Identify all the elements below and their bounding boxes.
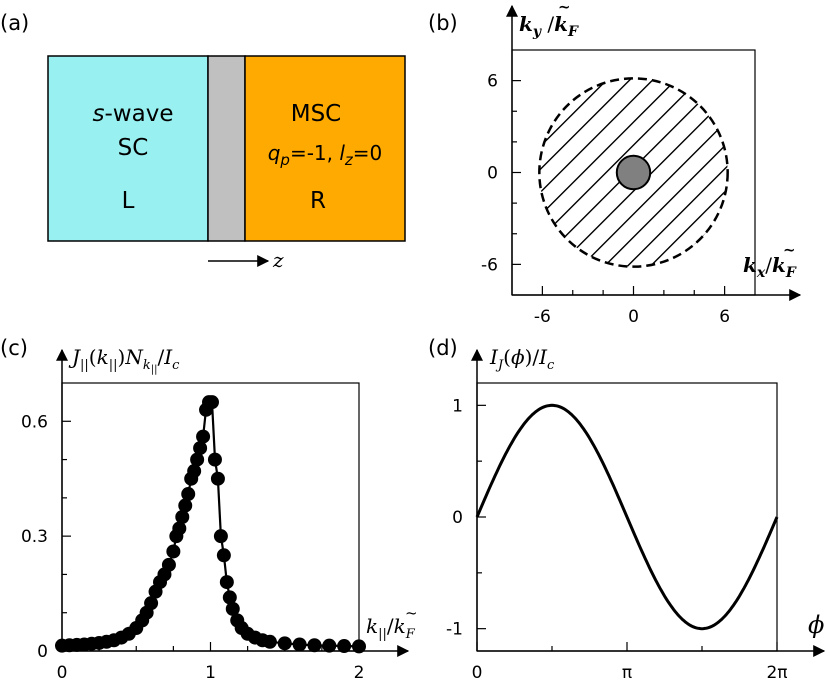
- panel-d: (d) 0 π 2π -1 0 1 IJ(ϕ)/Ic ϕ: [428, 336, 826, 683]
- hatch-line: [718, 78, 728, 267]
- hatch-line: [649, 78, 728, 267]
- ky-tilde: ~: [558, 0, 571, 16]
- d-x-axis-label: ϕ: [808, 611, 824, 639]
- d-x-tick-label: π: [622, 663, 632, 683]
- hatch-line: [539, 78, 655, 267]
- b-y-tick-label: 0: [487, 164, 498, 184]
- c-x-axis-label: k||/kF: [366, 614, 416, 642]
- panel-c-frame: [61, 382, 360, 652]
- panel-a: (a) s-wave SC L MSC qp=-1, lz=0 R z: [0, 11, 406, 272]
- panel-a-label: (a): [0, 11, 29, 35]
- data-point: [352, 639, 366, 654]
- hatch-line: [672, 78, 728, 267]
- c-y-tick-label: 0.6: [21, 412, 48, 432]
- data-point: [161, 557, 176, 572]
- d-y-axis-label: IJ(ϕ)/Ic: [489, 345, 555, 373]
- panel-c-label: (c): [0, 336, 28, 360]
- data-point: [262, 634, 277, 649]
- d-x-tick-label: 2π: [766, 663, 787, 683]
- panel-d-ticks: 0 π 2π -1 0 1: [446, 396, 787, 683]
- right-side-label: R: [310, 188, 326, 214]
- data-point: [337, 639, 352, 654]
- data-point: [210, 471, 225, 486]
- panel-b-ticks: -6 0 6 -6 0 6: [481, 72, 730, 327]
- hatch-line: [539, 78, 632, 267]
- c-x-tick-label: 1: [205, 663, 216, 683]
- data-point: [207, 452, 222, 467]
- hatch-line: [557, 78, 728, 267]
- data-point: [166, 544, 181, 559]
- s-wave-sc-region: [47, 55, 209, 242]
- barrier-region: [207, 55, 246, 242]
- data-point: [307, 638, 322, 653]
- b-x-tick-label: 0: [628, 307, 639, 327]
- data-point: [216, 548, 231, 563]
- panel-b: (b) -6 0 6 -6 0 6 ky /kF ~ kx/kF ~: [428, 0, 802, 327]
- panel-c: (c) 0 1 2 0 0.3 0.6 J||(k||)Nk||/Ic k||/kF ~: [0, 336, 418, 683]
- data-point: [322, 638, 337, 653]
- hatch-line: [580, 78, 728, 267]
- b-x-tick-label: 6: [719, 307, 730, 327]
- c-y-axis-label: J||(k||)Nk||/Ic: [68, 345, 180, 375]
- left-side-label: L: [122, 188, 135, 214]
- data-point: [219, 575, 234, 590]
- b-y-tick-label: 6: [487, 72, 498, 92]
- data-point: [193, 441, 208, 456]
- hatch-line: [603, 78, 728, 267]
- data-point: [178, 498, 193, 513]
- data-point: [277, 636, 292, 651]
- data-point: [222, 590, 237, 605]
- fermi-sphere-boundary: [538, 77, 729, 268]
- hatch-line: [539, 78, 678, 267]
- kx-tilde: ~: [783, 241, 796, 259]
- d-y-tick-label: 1: [452, 396, 463, 416]
- data-point: [196, 429, 211, 444]
- data-point: [172, 521, 187, 536]
- b-y-tick-label: -6: [481, 255, 498, 275]
- data-point: [225, 601, 240, 616]
- kx-axis-label: kx/kF: [743, 253, 797, 281]
- c-x-tick-label: 0: [57, 663, 68, 683]
- data-point: [190, 452, 205, 467]
- data-point: [204, 395, 219, 410]
- josephson-current-curve: [475, 403, 779, 631]
- c-y-tick-label: 0: [37, 642, 48, 662]
- current-density-points: [55, 395, 366, 654]
- hatch-line: [695, 78, 728, 267]
- current-density-line: [61, 401, 360, 648]
- data-point: [175, 510, 190, 524]
- data-point: [292, 637, 307, 652]
- data-point: [181, 487, 196, 502]
- c-y-tick-label: 0.3: [21, 527, 48, 547]
- msc-label: MSC: [291, 101, 342, 127]
- c-x-tilde: ~: [405, 604, 418, 622]
- data-point: [187, 464, 202, 479]
- z-axis-label: z: [272, 248, 284, 272]
- data-point: [213, 529, 228, 544]
- c-x-tick-label: 2: [354, 663, 365, 683]
- hatch-line: [539, 78, 609, 267]
- panel-d-label: (d): [428, 336, 458, 360]
- d-y-tick-label: 0: [452, 508, 463, 528]
- fermi-sphere-hatching: [539, 78, 728, 267]
- inner-disk: [615, 154, 652, 191]
- d-y-tick-label: -1: [446, 620, 463, 640]
- ky-axis-label: ky /kF: [519, 12, 579, 40]
- msc-params: qp=-1, lz=0: [268, 141, 383, 169]
- b-x-tick-label: -6: [534, 307, 551, 327]
- msc-region: [244, 55, 406, 242]
- sc-label: SC: [118, 135, 149, 161]
- d-x-tick-label: 0: [472, 663, 483, 683]
- hatch-line: [626, 78, 728, 267]
- s-wave-label: s-wave: [93, 101, 174, 127]
- data-point: [144, 596, 159, 611]
- panel-b-label: (b): [428, 11, 458, 35]
